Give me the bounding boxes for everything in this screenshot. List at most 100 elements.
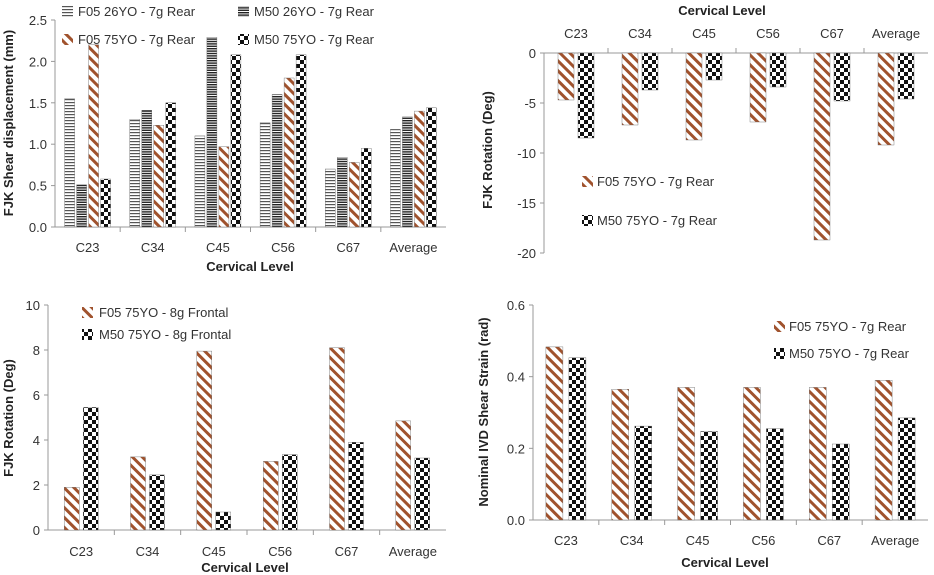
bar bbox=[230, 54, 242, 228]
bar bbox=[833, 52, 851, 102]
bar bbox=[206, 37, 218, 228]
y-tick-label: -5 bbox=[524, 96, 536, 111]
bar bbox=[149, 474, 165, 531]
legend-swatch bbox=[774, 321, 785, 332]
bar bbox=[82, 407, 99, 531]
legend-entry: M50 75YO - 8g Frontal bbox=[99, 327, 231, 342]
x-tick-label: C56 bbox=[268, 544, 292, 559]
y-tick-label: 4 bbox=[33, 433, 40, 448]
legend: F05 26YO - 7g Rear M50 26YO - 7g Rear F0… bbox=[62, 4, 375, 47]
bar bbox=[749, 52, 767, 123]
y-tick-label: 0.0 bbox=[507, 513, 525, 528]
bar bbox=[63, 487, 80, 531]
bar bbox=[897, 417, 916, 521]
bar bbox=[153, 124, 165, 228]
y-tick-label: 6 bbox=[33, 388, 40, 403]
bar bbox=[414, 457, 430, 531]
bar bbox=[361, 148, 372, 228]
bar bbox=[634, 425, 652, 521]
legend-swatch bbox=[582, 176, 593, 187]
bar bbox=[677, 387, 695, 521]
legend-swatch bbox=[238, 34, 249, 45]
x-tick-label: C45 bbox=[206, 240, 230, 255]
legend-entry: M50 75YO - 7g Rear bbox=[254, 32, 375, 47]
x-tick-label: Average bbox=[872, 26, 920, 41]
x-tick-label: C45 bbox=[686, 533, 710, 548]
bar bbox=[64, 98, 75, 228]
x-tick-label: Average bbox=[871, 533, 919, 548]
legend-entry: M50 75YO - 7g Rear bbox=[597, 213, 718, 228]
legend: F05 75YO - 7g Rear M50 75YO - 7g Rear bbox=[582, 174, 718, 228]
bar bbox=[283, 77, 295, 228]
bar bbox=[129, 119, 141, 228]
bar bbox=[557, 52, 575, 101]
x-axis-title: Cervical Level bbox=[681, 555, 768, 570]
y-axis-title: FJK Shear displacement (mm) bbox=[1, 30, 16, 216]
bar bbox=[196, 350, 213, 531]
x-tick-label: C56 bbox=[756, 26, 780, 41]
bar bbox=[414, 110, 425, 228]
chart-ivd-shear-strain: 0.0 0.2 0.4 0.6 C23 C34 C45 C56 C67 Average Cerv… bbox=[476, 298, 928, 570]
bar bbox=[329, 347, 345, 531]
x-tick-label: C23 bbox=[69, 544, 93, 559]
legend-entry: F05 75YO - 7g Rear bbox=[597, 174, 715, 189]
x-axis-title: Cervical Level bbox=[201, 560, 288, 575]
legend-swatch bbox=[82, 307, 93, 318]
x-tick-label: C45 bbox=[692, 26, 716, 41]
x-tick-label: Average bbox=[389, 240, 437, 255]
bar bbox=[295, 54, 307, 228]
x-tick-label: C67 bbox=[336, 240, 360, 255]
legend-swatch bbox=[82, 329, 93, 340]
y-tick-label: 2.0 bbox=[29, 54, 47, 69]
bar bbox=[809, 387, 827, 521]
y-axis-title: Nominal IVD Shear Strain (rad) bbox=[476, 317, 491, 506]
bar bbox=[271, 94, 283, 228]
y-tick-label: 8 bbox=[33, 343, 40, 358]
legend: F05 75YO - 8g Frontal M50 75YO - 8g Fron… bbox=[82, 305, 231, 342]
x-tick-label: C23 bbox=[76, 240, 100, 255]
bar bbox=[348, 442, 364, 531]
y-tick-label: 0 bbox=[529, 46, 536, 61]
bar bbox=[426, 107, 437, 228]
y-tick-label: 0.2 bbox=[507, 441, 525, 456]
bar bbox=[641, 52, 659, 91]
legend-entry: F05 26YO - 7g Rear bbox=[78, 4, 196, 19]
bar bbox=[165, 102, 177, 228]
legend-entry: F05 75YO - 7g Rear bbox=[789, 319, 907, 334]
bar bbox=[769, 52, 787, 88]
legend-swatch bbox=[62, 34, 73, 45]
bar bbox=[813, 52, 831, 241]
bar bbox=[402, 116, 413, 228]
chart-rotation-frontal: 0 2 4 6 8 10 C23 C34 C45 C56 C67 Average Cervical … bbox=[1, 298, 446, 575]
bar bbox=[577, 52, 595, 139]
x-tick-label: C23 bbox=[554, 533, 578, 548]
y-tick-label: 2.5 bbox=[29, 13, 47, 28]
legend-swatch bbox=[62, 6, 73, 17]
bar bbox=[395, 420, 411, 531]
legend-entry: F05 75YO - 8g Frontal bbox=[99, 305, 228, 320]
legend: F05 75YO - 7g Rear M50 75YO - 7g Rear bbox=[774, 319, 910, 361]
bar bbox=[700, 431, 718, 521]
y-tick-label: 10 bbox=[26, 298, 40, 313]
x-tick-label: C34 bbox=[136, 544, 160, 559]
x-tick-label: C56 bbox=[751, 533, 775, 548]
x-tick-label: C34 bbox=[628, 26, 652, 41]
bar bbox=[218, 146, 230, 228]
y-tick-label: -10 bbox=[517, 146, 536, 161]
bar bbox=[215, 511, 232, 531]
y-tick-label: 0.0 bbox=[29, 220, 47, 235]
bar bbox=[100, 178, 111, 228]
bar bbox=[766, 428, 784, 521]
bar bbox=[568, 357, 587, 521]
legend-entry: M50 75YO - 7g Rear bbox=[789, 346, 910, 361]
bar bbox=[743, 387, 761, 521]
legend-entry: M50 26YO - 7g Rear bbox=[254, 4, 375, 19]
x-tick-label: C34 bbox=[141, 240, 165, 255]
y-tick-label: 1.5 bbox=[29, 96, 47, 111]
bar bbox=[877, 52, 895, 146]
x-tick-label: C45 bbox=[202, 544, 226, 559]
bar bbox=[88, 44, 99, 228]
x-tick-label: C23 bbox=[564, 26, 588, 41]
bar bbox=[130, 456, 146, 531]
